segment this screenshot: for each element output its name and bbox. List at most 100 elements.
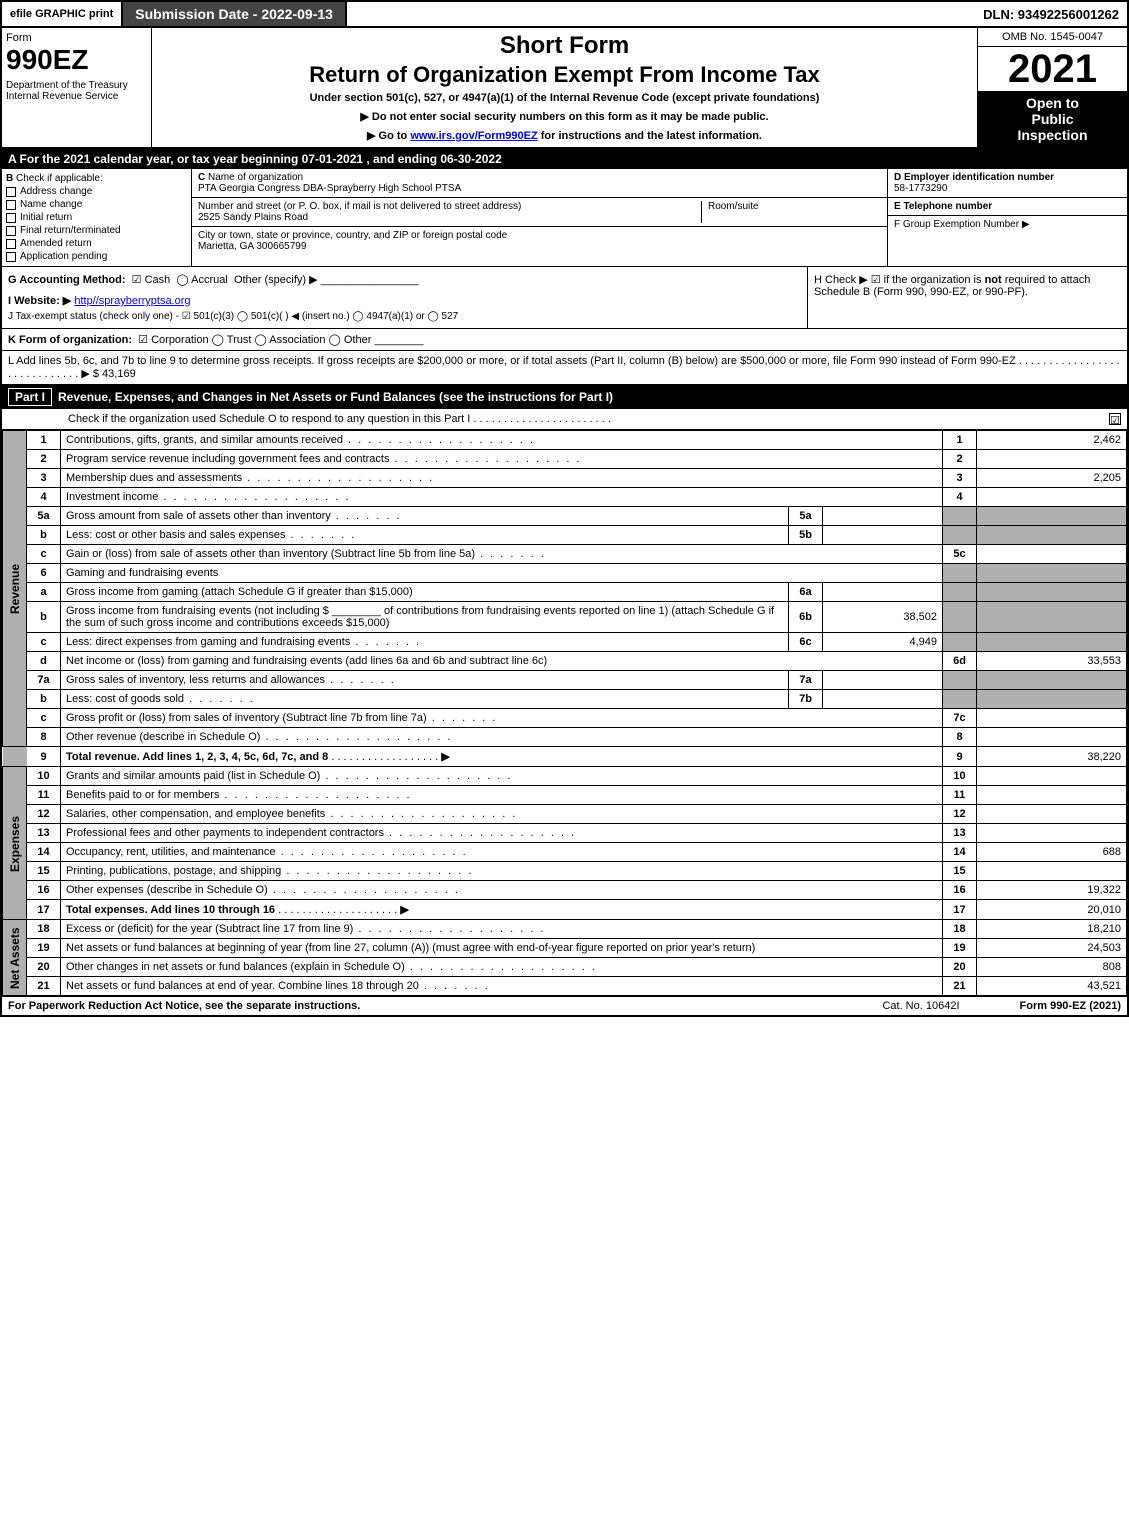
section-def: D Employer identification number 58-1773… xyxy=(887,169,1127,266)
cat-number: Cat. No. 10642I xyxy=(882,1000,959,1012)
ln20-num: 20 xyxy=(27,958,61,977)
ln15-rn: 15 xyxy=(943,862,977,881)
ln17-desc-text: Total expenses. Add lines 10 through 16 xyxy=(66,904,275,916)
ln15-val xyxy=(977,862,1127,881)
label-g: G Accounting Method: xyxy=(8,274,126,286)
ln6d-desc: Net income or (loss) from gaming and fun… xyxy=(61,652,943,671)
shade xyxy=(977,507,1127,526)
top-bar: efile GRAPHIC print Submission Date - 20… xyxy=(2,2,1127,28)
ln7c-num: c xyxy=(27,709,61,728)
cb-initial-return[interactable]: Initial return xyxy=(6,212,187,223)
cb-address-change[interactable]: Address change xyxy=(6,186,187,197)
cb-label: Amended return xyxy=(20,238,92,249)
shade xyxy=(977,564,1127,583)
ln3-desc: Membership dues and assessments xyxy=(61,469,943,488)
sched-o-text: Check if the organization used Schedule … xyxy=(68,413,611,425)
cb-label: Application pending xyxy=(20,251,107,262)
ln16-val: 19,322 xyxy=(977,881,1127,900)
ln15-num: 15 xyxy=(27,862,61,881)
no-ssn-notice: ▶ Do not enter social security numbers o… xyxy=(160,110,969,123)
ln5a-subval xyxy=(823,507,943,526)
side-netassets: Net Assets xyxy=(3,920,27,996)
ln16-rn: 16 xyxy=(943,881,977,900)
cb-label: Initial return xyxy=(20,212,72,223)
ln7b-sub: 7b xyxy=(789,690,823,709)
ln13-rn: 13 xyxy=(943,824,977,843)
cb-label: Final return/terminated xyxy=(20,225,121,236)
ln6c-sub: 6c xyxy=(789,633,823,652)
short-form-title: Short Form xyxy=(160,32,969,60)
tax-year: 2021 xyxy=(978,47,1127,91)
ln9-rn: 9 xyxy=(943,747,977,767)
header-right: OMB No. 1545-0047 2021 Open to Public In… xyxy=(977,28,1127,147)
ln9-desc: Total revenue. Add lines 1, 2, 3, 4, 5c,… xyxy=(61,747,943,767)
ln5c-val xyxy=(977,545,1127,564)
section-k: K Form of organization: ☑ Corporation ◯ … xyxy=(2,329,1127,351)
ln8-num: 8 xyxy=(27,728,61,747)
ln7a-subval xyxy=(823,671,943,690)
cb-name-change[interactable]: Name change xyxy=(6,199,187,210)
dln-number: DLN: 93492256001262 xyxy=(975,3,1127,26)
dept-treasury: Department of the Treasury xyxy=(6,80,147,91)
sched-o-checkbox[interactable]: ☑ xyxy=(1109,413,1121,425)
ln5a-sub: 5a xyxy=(789,507,823,526)
ln9-desc-text: Total revenue. Add lines 1, 2, 3, 4, 5c,… xyxy=(66,751,328,763)
part1-header: Part I Revenue, Expenses, and Changes in… xyxy=(2,385,1127,409)
cb-final-return[interactable]: Final return/terminated xyxy=(6,225,187,236)
ln1-rn: 1 xyxy=(943,431,977,450)
ln12-rn: 12 xyxy=(943,805,977,824)
cb-label: Name change xyxy=(20,199,82,210)
label-f: F Group Exemption Number ▶ xyxy=(894,219,1121,230)
ln7b-subval xyxy=(823,690,943,709)
ln18-rn: 18 xyxy=(943,920,977,939)
website-link[interactable]: http//sprayberryptsa.org xyxy=(74,295,190,307)
ln13-val xyxy=(977,824,1127,843)
k-options: ☑ Corporation ◯ Trust ◯ Association ◯ Ot… xyxy=(138,334,371,346)
ln6a-subval xyxy=(823,583,943,602)
ln10-rn: 10 xyxy=(943,767,977,786)
ln14-val: 688 xyxy=(977,843,1127,862)
ln9-num: 9 xyxy=(27,747,61,767)
open2: Public xyxy=(982,111,1123,127)
street-address: 2525 Sandy Plains Road xyxy=(198,212,308,223)
shade xyxy=(943,671,977,690)
ln13-num: 13 xyxy=(27,824,61,843)
efile-label: efile GRAPHIC print xyxy=(2,4,121,24)
street-row: Number and street (or P. O. box, if mail… xyxy=(192,198,887,227)
org-name-row: C Name of organization PTA Georgia Congr… xyxy=(192,169,887,198)
irs-link[interactable]: www.irs.gov/Form990EZ xyxy=(410,130,537,142)
page-footer: For Paperwork Reduction Act Notice, see … xyxy=(2,996,1127,1015)
ln19-desc: Net assets or fund balances at beginning… xyxy=(61,939,943,958)
ln9-val: 38,220 xyxy=(977,747,1127,767)
section-i: I Website: ▶ http//sprayberryptsa.org xyxy=(8,294,801,307)
ln6b-desc1: Gross income from fundraising events (no… xyxy=(66,605,329,617)
form-header: Form 990EZ Department of the Treasury In… xyxy=(2,28,1127,149)
ln2-desc: Program service revenue including govern… xyxy=(61,450,943,469)
shade xyxy=(977,526,1127,545)
ln10-val xyxy=(977,767,1127,786)
submission-date: Submission Date - 2022-09-13 xyxy=(121,2,347,26)
header-left: Form 990EZ Department of the Treasury In… xyxy=(2,28,152,147)
ln5c-desc: Gain or (loss) from sale of assets other… xyxy=(61,545,943,564)
label-e: E Telephone number xyxy=(894,201,1121,212)
ln7c-rn: 7c xyxy=(943,709,977,728)
omb-number: OMB No. 1545-0047 xyxy=(978,28,1127,47)
ln21-num: 21 xyxy=(27,977,61,996)
ln21-rn: 21 xyxy=(943,977,977,996)
ln6c-num: c xyxy=(27,633,61,652)
ln12-desc: Salaries, other compensation, and employ… xyxy=(61,805,943,824)
section-e: E Telephone number xyxy=(888,198,1127,216)
gh-block: G Accounting Method: ☑ Cash ◯ Accrual Ot… xyxy=(2,267,1127,329)
ln4-num: 4 xyxy=(27,488,61,507)
cb-amended-return[interactable]: Amended return xyxy=(6,238,187,249)
ln6b-sub: 6b xyxy=(789,602,823,633)
cb-application-pending[interactable]: Application pending xyxy=(6,251,187,262)
ln4-val xyxy=(977,488,1127,507)
ln6a-sub: 6a xyxy=(789,583,823,602)
h-text1: H Check ▶ ☑ if the organization is xyxy=(814,274,985,286)
part1-label: Part I xyxy=(8,388,52,406)
ln17-num: 17 xyxy=(27,900,61,920)
form-number: 990EZ xyxy=(6,44,147,76)
section-l: L Add lines 5b, 6c, and 7b to line 9 to … xyxy=(2,351,1127,385)
ln5c-rn: 5c xyxy=(943,545,977,564)
